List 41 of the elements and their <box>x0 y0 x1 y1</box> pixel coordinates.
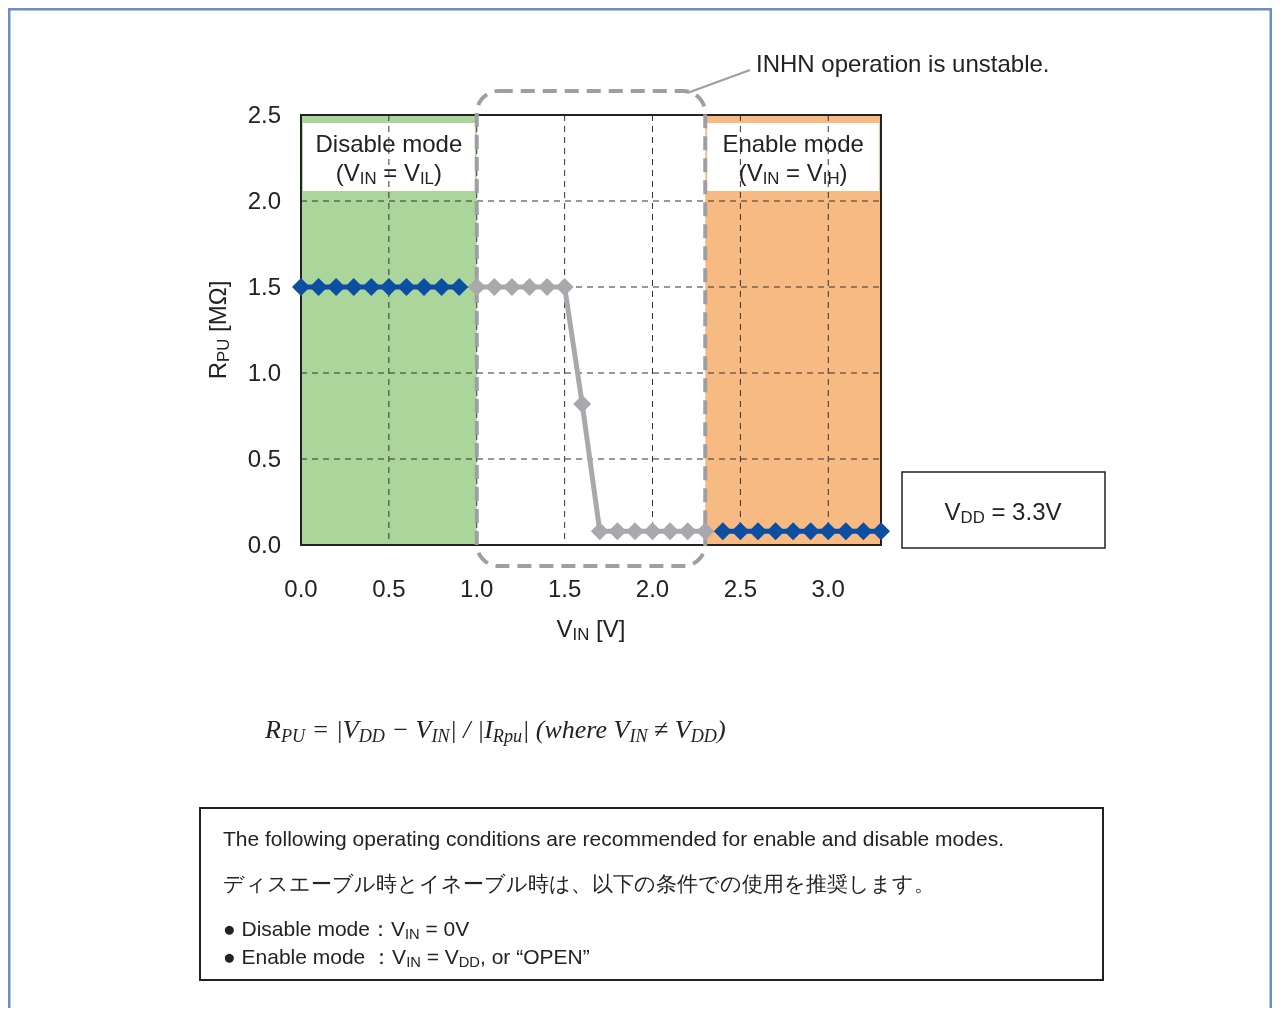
text: ディスエーブル時とイネーブル時は、以下の条件での使用を推奨します。 <box>223 872 935 895</box>
y-tick-label: 0.0 <box>247 531 281 558</box>
text: V$_{DD}$ = 3.3V <box>944 498 1062 528</box>
y-tick-label: 1.0 <box>247 359 281 386</box>
band-label: Enable mode (V$_{IN}$ = V$_{IH}$) <box>722 130 864 189</box>
text: ● Enable mode ：V$_{IN}$ = V$_{DD}$, or “OPEN” <box>223 945 590 970</box>
text: ● Disable mode：V$_{IN}$ = 0V <box>223 917 470 942</box>
x-tick-label: 2.5 <box>723 575 758 602</box>
x-tick-label: 0.0 <box>284 575 318 602</box>
point <box>801 522 820 541</box>
x-tick-label: 1.5 <box>547 575 582 602</box>
point <box>467 278 486 296</box>
text: R$_{PU}$ = |V$_{DD}$ − V$_{IN}$| / |I$_{Rpu}$| (where V$_{IN}$ ≠ V$_{DD}$) <box>265 715 726 746</box>
point <box>309 278 328 296</box>
point <box>590 522 609 541</box>
x-tick-label: 1.0 <box>460 575 494 602</box>
point <box>696 522 715 541</box>
point <box>573 394 592 413</box>
point <box>520 278 539 296</box>
point <box>819 522 838 541</box>
point <box>292 278 310 296</box>
x-tick-label: 3.0 <box>811 575 845 602</box>
point <box>854 522 873 541</box>
point <box>713 522 732 541</box>
band-label: Disable mode (V$_{IN}$ = V$_{IL}$) <box>315 130 463 189</box>
point <box>731 522 750 541</box>
point <box>397 278 416 296</box>
x-tick-label: 0.5 <box>372 575 406 602</box>
y-tick-label: 2.0 <box>247 187 281 214</box>
text: The following operating conditions are recommended for enable and disable modes. <box>223 827 1004 850</box>
y-tick-label: 2.5 <box>247 101 281 128</box>
point <box>432 278 451 296</box>
point <box>872 522 890 541</box>
x-axis-title: V$_{IN}$ [V] <box>556 615 626 645</box>
y-tick-label: 0.5 <box>247 445 281 472</box>
y-tick-label: 1.5 <box>247 273 281 300</box>
point <box>643 522 662 541</box>
point <box>450 278 469 296</box>
x-tick-label: 2.0 <box>635 575 670 602</box>
text: INHN operation is unstable. <box>756 50 1050 77</box>
point <box>766 522 785 541</box>
